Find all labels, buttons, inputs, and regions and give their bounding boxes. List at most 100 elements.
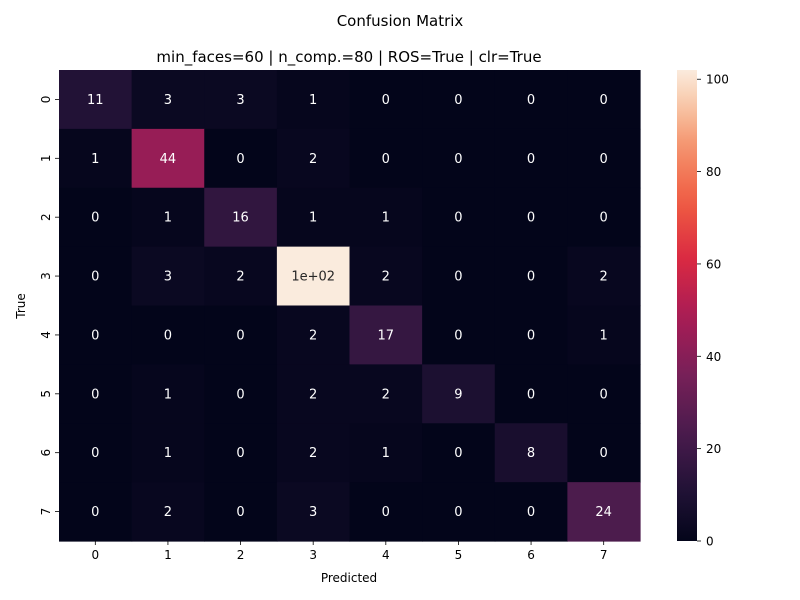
heatmap-cell (204, 364, 278, 424)
y-tick-label: 2 (39, 213, 53, 221)
heatmap-cell (131, 246, 205, 307)
heatmap-cell (349, 305, 423, 365)
cell-value-label: 0 (382, 505, 390, 520)
y-axis: 0 1 2 3 4 5 6 7 (39, 96, 59, 515)
heatmap-cell (422, 305, 496, 365)
cell-value-label: 0 (236, 505, 244, 520)
cell-value-label: 1 (164, 387, 172, 402)
heatmap-cell (422, 482, 496, 542)
cell-value-label: 0 (164, 328, 172, 343)
cell-value-label: 0 (527, 328, 535, 343)
heatmap-cell (276, 305, 351, 365)
heatmap-cell (567, 482, 641, 542)
colorbar-tick-label: 20 (706, 442, 721, 456)
cell-value-label: 24 (595, 505, 612, 520)
colorbar-tick-label: 100 (706, 73, 729, 87)
cell-value-label: 0 (600, 211, 608, 226)
heatmap-cell (567, 70, 641, 130)
heatmap-cell (131, 423, 205, 483)
cell-value-label: 0 (454, 446, 462, 461)
heatmap-cell (59, 246, 133, 307)
heatmap-cell (204, 305, 278, 365)
cell-value-label: 0 (236, 328, 244, 343)
heatmap-cell (349, 187, 423, 248)
cell-value-label: 0 (91, 328, 99, 343)
cell-value-label: 0 (527, 152, 535, 167)
heatmap-cell (494, 305, 568, 365)
figure-suptitle: Confusion Matrix (337, 12, 464, 30)
heatmap-cell (494, 423, 568, 483)
heatmap-cell (276, 128, 351, 189)
cell-value-label: 1 (309, 93, 317, 108)
colorbar-tick-label: 0 (706, 535, 714, 549)
heatmap-cell (131, 482, 205, 542)
cell-value-label: 0 (236, 387, 244, 402)
heatmap-cell (422, 187, 496, 248)
heatmap-cell (567, 246, 641, 307)
heatmap-cell (59, 187, 133, 248)
cell-value-label: 1 (382, 446, 390, 461)
cell-value-label: 8 (527, 446, 535, 461)
cell-value-label: 2 (309, 152, 317, 167)
cell-value-label: 0 (236, 446, 244, 461)
colorbar-tick-label: 60 (706, 257, 721, 271)
x-tick-label: 3 (309, 548, 317, 562)
heatmap-cell (494, 246, 568, 307)
cell-value-label: 2 (600, 270, 608, 285)
heatmap-cell (494, 70, 568, 130)
heatmap-cell (567, 305, 641, 365)
cell-value-label: 1 (309, 211, 317, 226)
cell-value-label: 3 (164, 270, 172, 285)
heatmap-cell (276, 246, 351, 307)
cell-value-label: 2 (382, 270, 390, 285)
heatmap-cell (494, 482, 568, 542)
cell-value-label: 9 (454, 387, 462, 402)
x-tick-label: 0 (91, 548, 99, 562)
heatmap-cell (59, 128, 133, 189)
heatmap-cell (131, 187, 205, 248)
cell-value-label: 1 (382, 211, 390, 226)
cell-value-label: 2 (309, 387, 317, 402)
y-tick-label: 6 (39, 449, 53, 457)
cell-value-label: 0 (382, 93, 390, 108)
cell-value-label: 0 (91, 505, 99, 520)
cell-value-label: 1e+02 (291, 270, 335, 285)
cell-value-label: 0 (600, 152, 608, 167)
cell-value-label: 0 (527, 270, 535, 285)
heatmap-cell (59, 364, 133, 424)
heatmap-cell (494, 128, 568, 189)
cell-value-label: 3 (164, 93, 172, 108)
heatmap-cell (349, 70, 423, 130)
x-axis: 0 1 2 3 4 5 6 7 (91, 541, 608, 562)
heatmap-cell (276, 364, 351, 424)
heatmap-cell (276, 187, 351, 248)
heatmap-cell (204, 482, 278, 542)
heatmap-cell (422, 128, 496, 189)
heatmap-cell (349, 364, 423, 424)
x-tick-label: 4 (382, 548, 390, 562)
cell-value-label: 0 (382, 152, 390, 167)
cell-value-label: 0 (91, 446, 99, 461)
heatmap-cell (422, 423, 496, 483)
heatmap-cell (276, 70, 351, 130)
colorbar-ticks: 0 20 40 60 80 100 (697, 73, 729, 549)
cell-value-label: 1 (600, 328, 608, 343)
cell-value-label: 2 (164, 505, 172, 520)
cell-value-label: 0 (527, 387, 535, 402)
heatmap-cell (131, 70, 205, 130)
cell-value-label: 3 (309, 505, 317, 520)
heatmap-cell (567, 128, 641, 189)
x-axis-label: Predicted (321, 571, 377, 585)
heatmap-cell (276, 423, 351, 483)
cell-value-label: 0 (527, 211, 535, 226)
heatmap-cell (276, 482, 351, 542)
cell-value-label: 3 (236, 93, 244, 108)
heatmap-cell (131, 128, 205, 189)
colorbar-gradient (677, 70, 697, 541)
cell-value-label: 0 (454, 211, 462, 226)
heatmap-cell (59, 70, 133, 130)
chart-title: min_faces=60 | n_comp.=80 | ROS=True | c… (156, 48, 541, 67)
cell-value-label: 0 (454, 270, 462, 285)
heatmap-cell (422, 246, 496, 307)
